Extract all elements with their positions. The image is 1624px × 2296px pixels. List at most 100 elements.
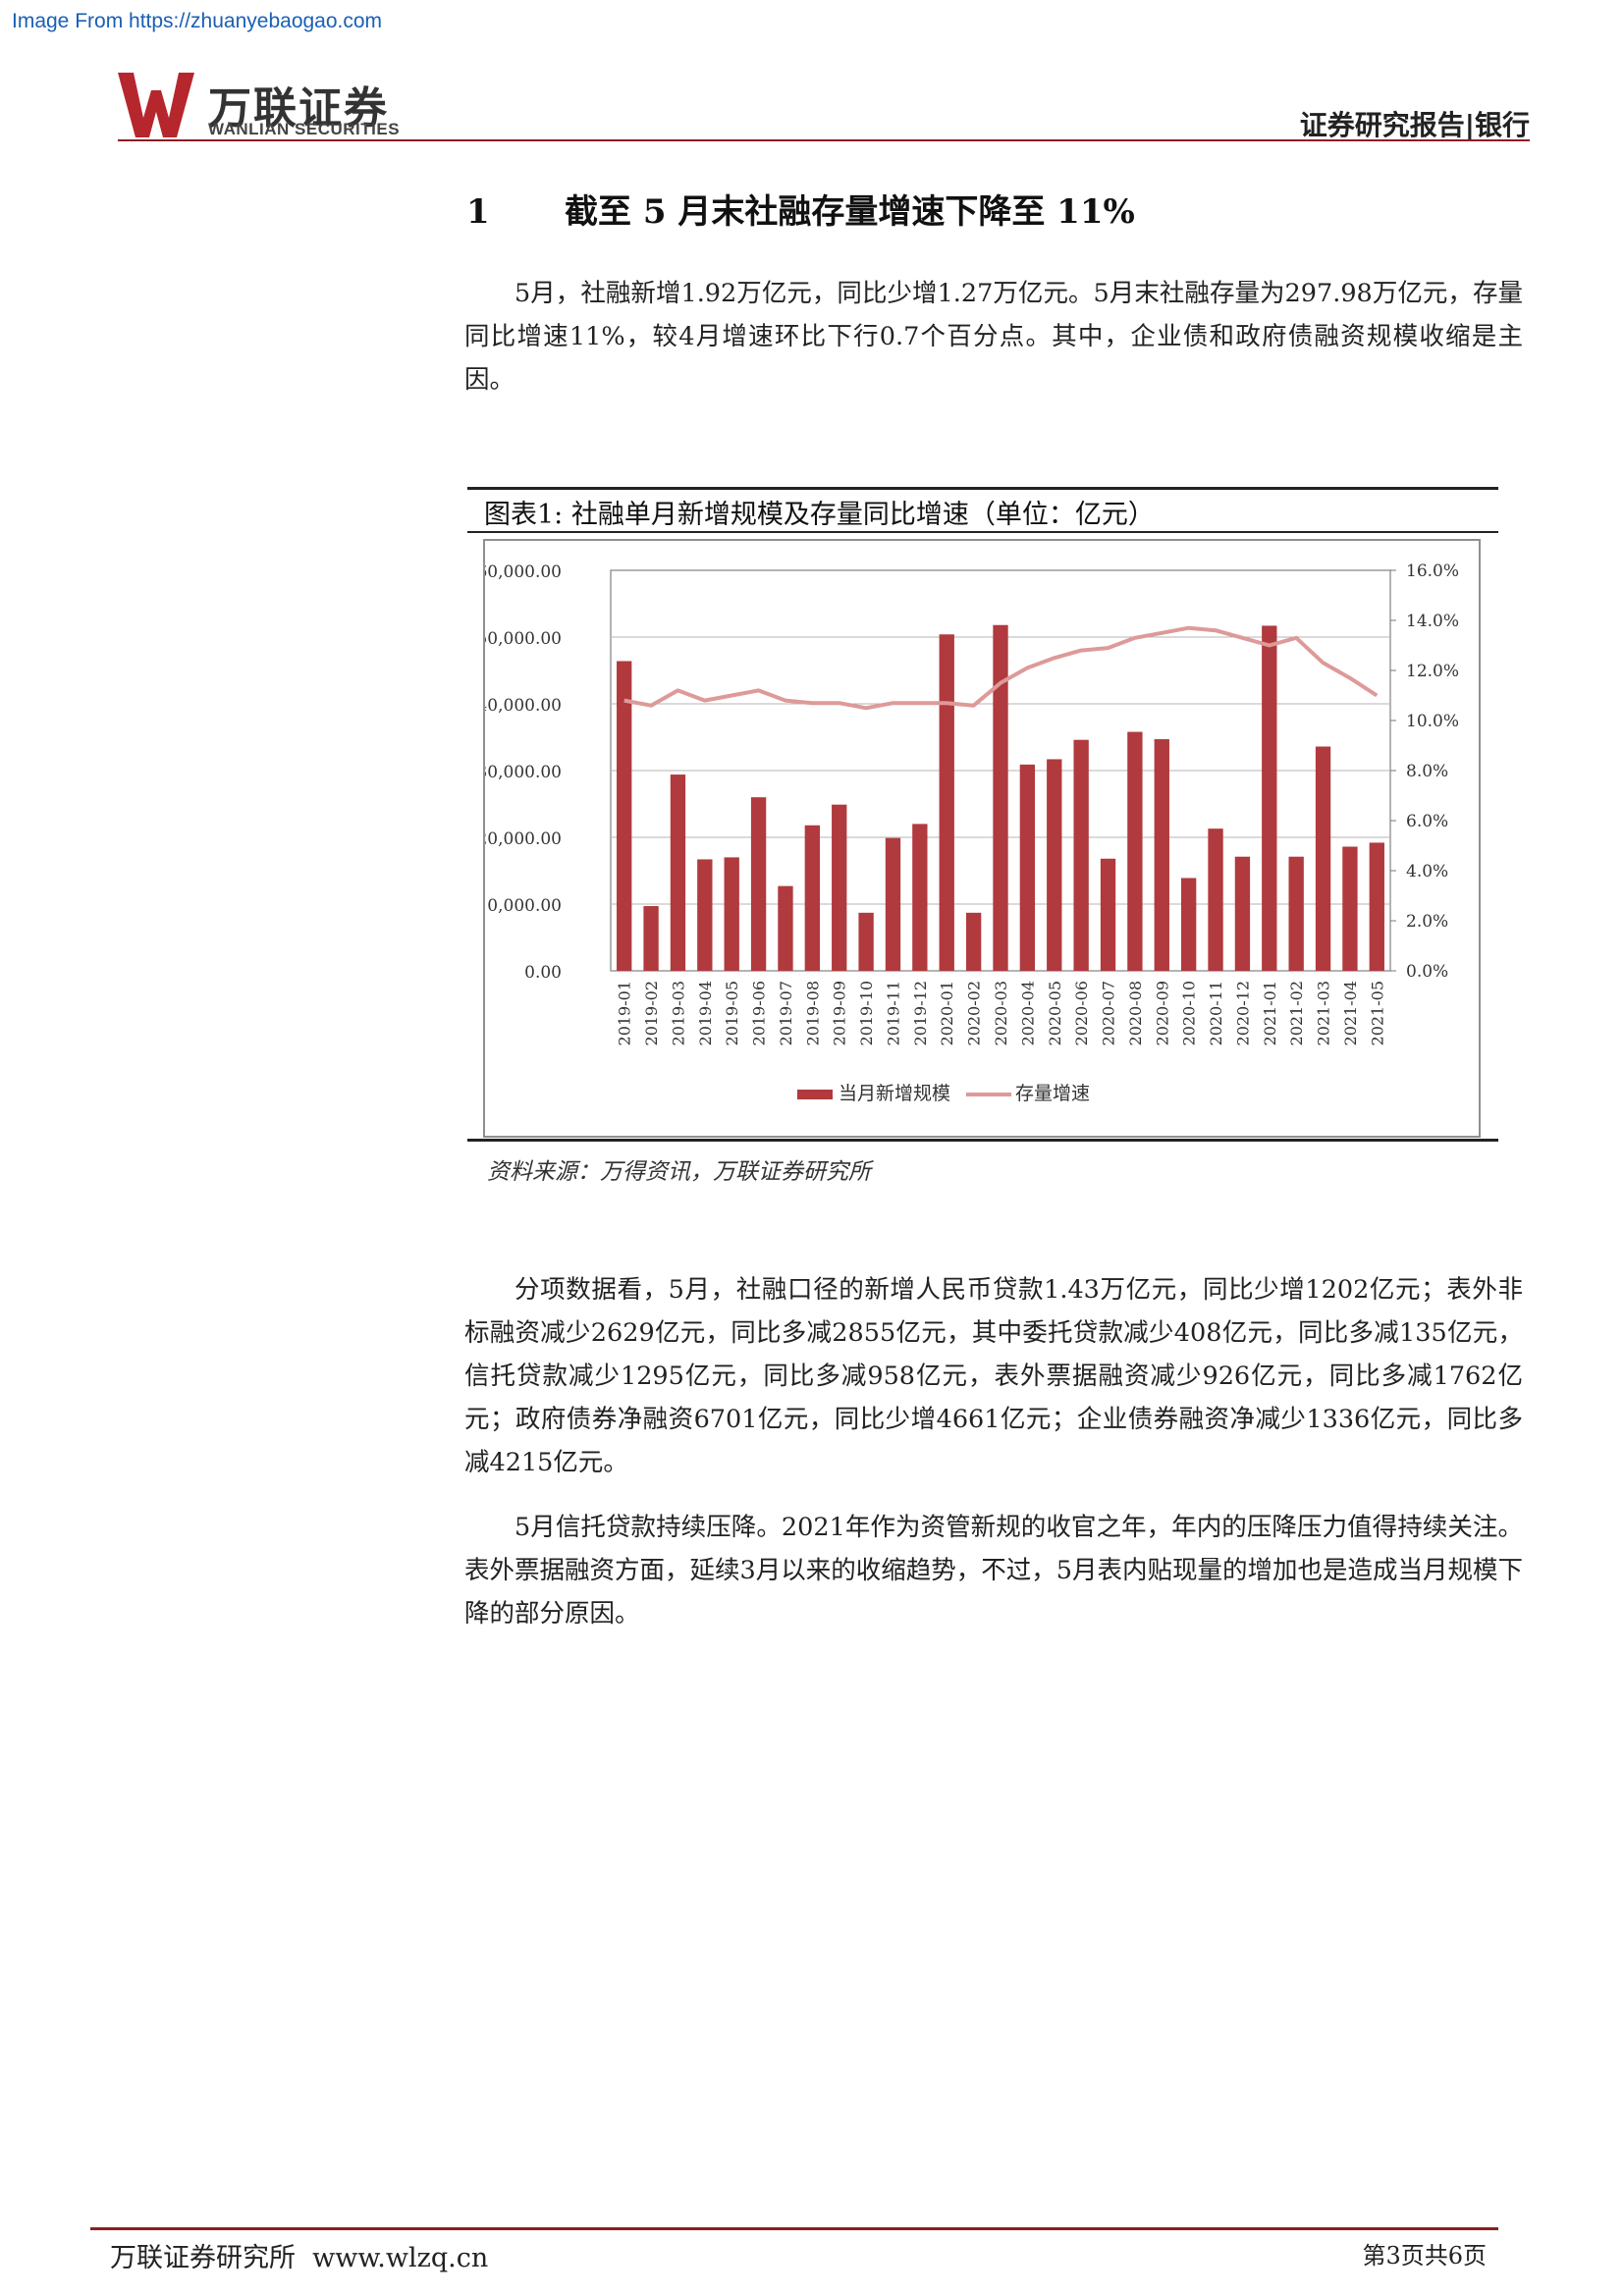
bar — [1180, 878, 1197, 971]
x-axis-tick-label: 2021-01 — [1261, 981, 1279, 1045]
right-axis-tick-label: 16.0% — [1406, 561, 1459, 581]
x-axis-tick-label: 2020-01 — [938, 981, 956, 1045]
chart-container: 0.00 10,000.00 20,000.00 30,000.00 40,000.00… — [476, 539, 1481, 1138]
footer-divider — [90, 2227, 1498, 2230]
bar — [1208, 828, 1223, 971]
bar — [670, 774, 686, 971]
chart-svg: 0.00 10,000.00 20,000.00 30,000.00 40,000.00… — [476, 561, 1459, 1104]
bar — [939, 634, 954, 971]
x-axis-tick-label: 2020-06 — [1072, 981, 1091, 1045]
right-axis-tick-label: 2.0% — [1406, 912, 1448, 932]
growth-line — [623, 625, 1379, 711]
right-axis-tick-label: 6.0% — [1406, 812, 1448, 831]
company-logo: 万联证券 WANLIAN SECURITIES — [118, 71, 442, 141]
section-number: 1 — [466, 192, 490, 232]
footer-url[interactable]: www.wlzq.cn — [312, 2243, 489, 2273]
x-axis-tick-label: 2019-11 — [884, 981, 902, 1045]
footer-org: 万联证券研究所 www.wlzq.cn — [110, 2236, 488, 2274]
x-axis-tick-label: 2019-10 — [857, 981, 876, 1045]
bar — [832, 804, 847, 971]
figure-source: 资料来源：万得资讯，万联证券研究所 — [487, 1159, 871, 1185]
left-axis-tick-label: 40,000.00 — [485, 696, 562, 716]
legend-bar-swatch — [797, 1090, 833, 1099]
x-axis-tick-label: 2019-02 — [642, 981, 661, 1045]
x-axis-tick-label: 2020-11 — [1207, 981, 1225, 1045]
bar — [1019, 764, 1036, 971]
x-axis-tick-label: 2020-03 — [992, 981, 1010, 1045]
bar — [1288, 856, 1304, 971]
bar — [885, 837, 901, 971]
bar — [1342, 846, 1358, 971]
x-axis-tick-label: 2021-04 — [1341, 981, 1360, 1045]
report-type: 证券研究报告|银行 — [1299, 109, 1530, 141]
x-axis-tick-label: 2020-05 — [1046, 981, 1064, 1045]
left-axis-tick-label: 0.00 — [524, 963, 562, 983]
bar — [1073, 739, 1089, 971]
paragraph-breakdown: 分项数据看，5月，社融口径的新增人民币贷款1.43万亿元，同比少增1202亿元；… — [464, 1275, 1523, 1477]
bar — [1234, 856, 1251, 971]
bar — [643, 906, 659, 971]
paragraph-trust-loans: 5月信托贷款持续压降。2021年作为资管新规的收官之年，年内的压降压力值得持续关… — [464, 1513, 1523, 1629]
x-axis-tick-label: 2021-02 — [1287, 981, 1306, 1045]
x-axis-tick-label: 2021-03 — [1315, 981, 1333, 1045]
x-axis-tick-label: 2019-01 — [616, 981, 634, 1045]
bar — [750, 797, 767, 971]
bar — [804, 825, 821, 971]
x-axis-tick-label: 2019-07 — [777, 981, 795, 1045]
figure-top-rule — [467, 487, 1498, 490]
bar — [993, 624, 1008, 971]
right-axis-tick-label: 4.0% — [1406, 862, 1448, 881]
figure-title-rule — [467, 531, 1498, 533]
x-axis-tick-label: 2019-05 — [723, 981, 741, 1045]
bar — [912, 824, 928, 971]
bar — [1100, 858, 1116, 971]
bar — [778, 885, 793, 971]
watermark-link[interactable]: Image From https://zhuanyebaogao.com — [12, 10, 383, 32]
x-axis-tick-label: 2019-12 — [911, 981, 930, 1045]
x-axis-tick-label: 2020-12 — [1233, 981, 1252, 1045]
x-axis-tick-label: 2020-10 — [1180, 981, 1199, 1045]
bar — [1154, 739, 1169, 971]
bar — [965, 912, 982, 971]
left-axis-tick-label: 50,000.00 — [485, 629, 562, 649]
logo-english-text: WANLIAN SECURITIES — [208, 120, 401, 138]
x-axis-tick-label: 2019-08 — [803, 981, 822, 1045]
x-axis-tick-label: 2019-09 — [831, 981, 849, 1045]
bar — [1315, 746, 1331, 971]
bar — [858, 912, 874, 971]
x-axis-tick-label: 2020-02 — [965, 981, 984, 1045]
right-axis-tick-label: 14.0% — [1406, 612, 1459, 631]
x-axis-tick-label: 2019-04 — [696, 981, 715, 1045]
section-heading: 1 截至 5 月末社融存量增速下降至 11% — [466, 185, 1135, 233]
bar — [724, 857, 739, 971]
right-axis-tick-label: 8.0% — [1406, 762, 1448, 781]
left-axis-tick-label: 60,000.00 — [485, 562, 562, 582]
header-divider — [118, 139, 1530, 141]
bar — [1262, 625, 1277, 971]
right-axis-tick-label: 12.0% — [1406, 662, 1459, 681]
x-axis-tick-label: 2020-04 — [1018, 981, 1037, 1045]
x-axis-tick-label: 2021-05 — [1368, 981, 1386, 1045]
legend-bar-label: 当月新增规模 — [839, 1083, 950, 1104]
wanlian-logo-icon — [118, 73, 194, 137]
bar — [617, 661, 632, 971]
left-axis-tick-label: 20,000.00 — [485, 829, 562, 849]
right-axis-tick-label: 0.0% — [1406, 962, 1448, 982]
x-axis-tick-label: 2019-03 — [669, 981, 687, 1045]
page-number: 第3页共6页 — [1362, 2242, 1487, 2269]
x-axis-tick-label: 2020-09 — [1153, 981, 1171, 1045]
bar — [1047, 759, 1062, 971]
left-axis-tick-label: 30,000.00 — [485, 763, 562, 782]
left-axis-tick-label: 10,000.00 — [485, 896, 562, 916]
section-title-text: 截至 5 月末社融存量增速下降至 11% — [565, 192, 1135, 232]
legend-line-label: 存量增速 — [1015, 1083, 1090, 1104]
bar — [1369, 842, 1384, 971]
x-axis-tick-label: 2020-07 — [1100, 981, 1118, 1045]
figure-bottom-rule — [467, 1139, 1498, 1142]
footer-org-name: 万联证券研究所 — [110, 2243, 296, 2273]
x-axis-tick-label: 2019-06 — [750, 981, 769, 1045]
bar — [697, 859, 713, 971]
x-axis-tick-label: 2020-08 — [1126, 981, 1145, 1045]
figure-title: 图表1: 社融单月新增规模及存量同比增速（单位：亿元） — [484, 500, 1155, 530]
paragraph-summary: 5月，社融新增1.92万亿元，同比少增1.27万亿元。5月末社融存量为297.9… — [464, 279, 1523, 395]
